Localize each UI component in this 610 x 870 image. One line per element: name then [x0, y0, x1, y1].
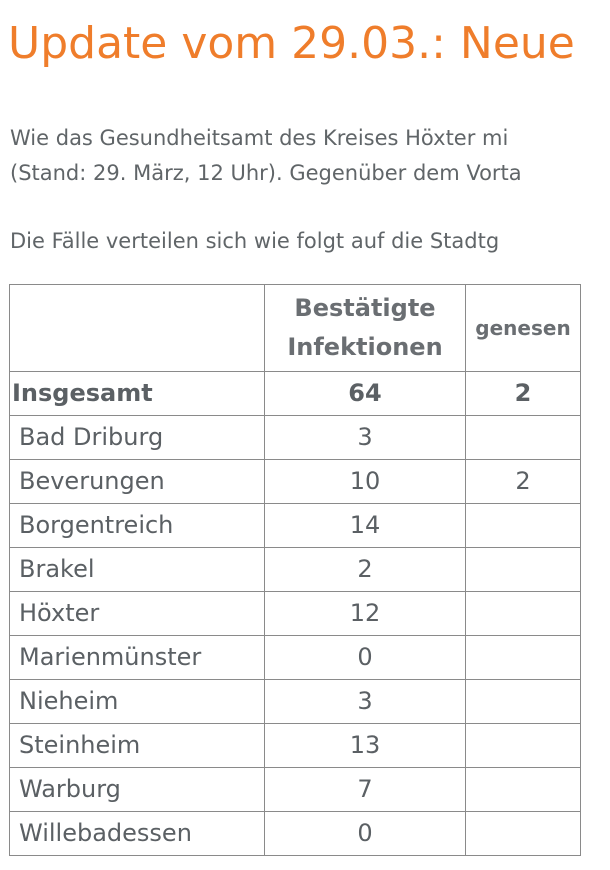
recovered-count — [465, 503, 581, 548]
recovered-count — [465, 723, 581, 768]
total-confirmed: 64 — [264, 371, 466, 416]
intro-line-1: Wie das Gesundheitsamt des Kreises Höxte… — [10, 126, 509, 150]
table-row-total: Insgesamt 64 2 — [9, 371, 581, 416]
confirmed-count: 3 — [264, 679, 466, 724]
recovered-count — [465, 547, 581, 592]
header-confirmed: Bestätigte Infektionen — [264, 284, 466, 372]
header-confirmed-line-1: Bestätigte — [294, 294, 436, 322]
recovered-count — [465, 591, 581, 636]
intro-line-2: (Stand: 29. März, 12 Uhr). Gegenüber dem… — [10, 161, 522, 185]
region-name: Willebadessen — [9, 811, 265, 856]
table-row: Brakel 2 — [9, 547, 581, 592]
table-row: Höxter 12 — [9, 591, 581, 636]
confirmed-count: 7 — [264, 767, 466, 812]
table-row: Marienmünster 0 — [9, 635, 581, 680]
region-name: Borgentreich — [9, 503, 265, 548]
table-row: Willebadessen 0 — [9, 811, 581, 856]
table-row: Bad Driburg 3 — [9, 415, 581, 460]
confirmed-count: 0 — [264, 635, 466, 680]
recovered-count — [465, 811, 581, 856]
recovered-count — [465, 635, 581, 680]
confirmed-count: 3 — [264, 415, 466, 460]
table-row: Beverungen 10 2 — [9, 459, 581, 504]
region-name: Bad Driburg — [9, 415, 265, 460]
intro-paragraph: Wie das Gesundheitsamt des Kreises Höxte… — [10, 121, 522, 191]
region-name: Marienmünster — [9, 635, 265, 680]
table-header-row: Bestätigte Infektionen genesen — [9, 284, 581, 372]
total-recovered: 2 — [465, 371, 581, 416]
confirmed-count: 12 — [264, 591, 466, 636]
recovered-count — [465, 767, 581, 812]
recovered-count — [465, 679, 581, 724]
confirmed-count: 14 — [264, 503, 466, 548]
table-row: Warburg 7 — [9, 767, 581, 812]
confirmed-count: 0 — [264, 811, 466, 856]
confirmed-count: 2 — [264, 547, 466, 592]
confirmed-count: 10 — [264, 459, 466, 504]
table-row: Steinheim 13 — [9, 723, 581, 768]
table-row: Borgentreich 14 — [9, 503, 581, 548]
cases-table: Bestätigte Infektionen genesen Insgesamt… — [9, 284, 581, 856]
region-name: Beverungen — [9, 459, 265, 504]
distribution-paragraph: Die Fälle verteilen sich wie folgt auf d… — [10, 229, 500, 253]
header-recovered: genesen — [465, 284, 581, 372]
table-row: Nieheim 3 — [9, 679, 581, 724]
region-name: Warburg — [9, 767, 265, 812]
region-name: Nieheim — [9, 679, 265, 724]
recovered-count — [465, 415, 581, 460]
header-region — [9, 284, 265, 372]
region-name: Höxter — [9, 591, 265, 636]
confirmed-count: 13 — [264, 723, 466, 768]
recovered-count: 2 — [465, 459, 581, 504]
region-name: Brakel — [9, 547, 265, 592]
article-title: Update vom 29.03.: Neue — [8, 18, 575, 69]
region-name: Steinheim — [9, 723, 265, 768]
total-label: Insgesamt — [9, 371, 265, 416]
header-confirmed-line-2: Infektionen — [287, 333, 443, 361]
